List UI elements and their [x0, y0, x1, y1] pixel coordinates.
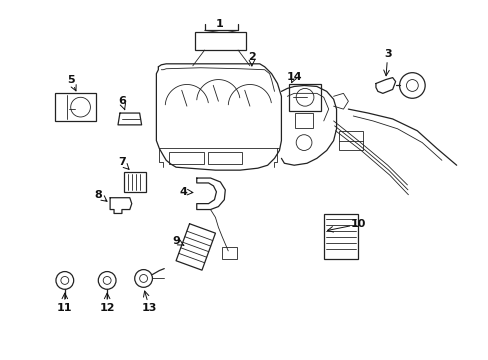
Text: 4: 4 — [179, 187, 186, 197]
Text: 9: 9 — [172, 236, 180, 246]
Text: 1: 1 — [215, 19, 223, 30]
Bar — [55, 93, 96, 121]
Text: 12: 12 — [99, 303, 115, 313]
Text: 8: 8 — [94, 190, 102, 200]
Text: 13: 13 — [142, 303, 157, 313]
Bar — [323, 215, 358, 259]
Text: 7: 7 — [118, 157, 125, 167]
Bar — [123, 172, 145, 192]
Bar — [207, 152, 242, 164]
Bar — [289, 84, 320, 111]
Text: 6: 6 — [118, 96, 125, 106]
Text: 2: 2 — [247, 52, 255, 62]
Bar — [222, 247, 237, 259]
Bar — [194, 32, 245, 50]
Text: 14: 14 — [286, 72, 302, 82]
Bar — [295, 113, 312, 128]
Text: 10: 10 — [350, 219, 365, 229]
Text: 5: 5 — [67, 75, 74, 85]
Bar — [338, 131, 363, 150]
Text: 11: 11 — [57, 303, 72, 313]
Bar — [169, 152, 203, 164]
Text: 3: 3 — [383, 49, 391, 59]
